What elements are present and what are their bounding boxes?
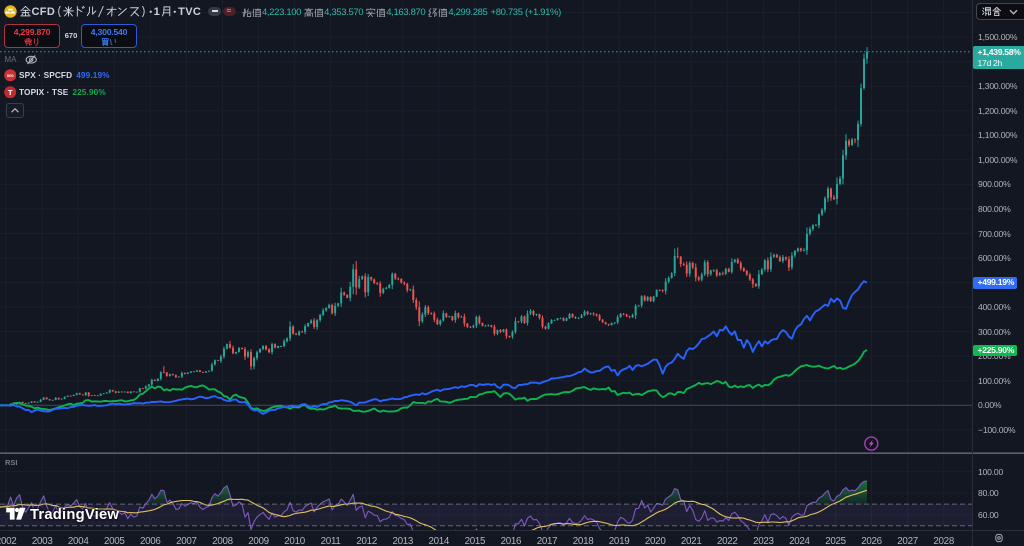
svg-text:T: T: [7, 87, 12, 96]
svg-text:500: 500: [6, 73, 14, 78]
